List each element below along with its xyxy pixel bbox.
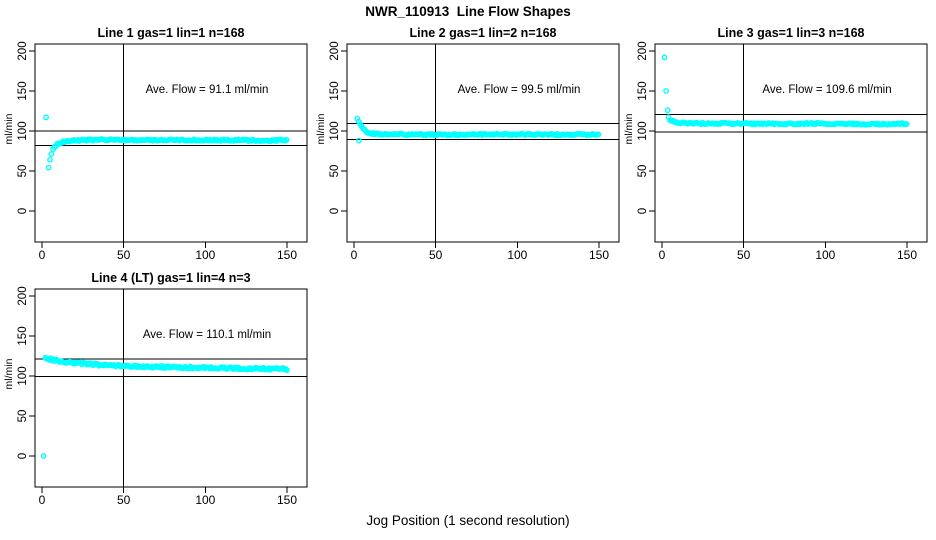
y-tick-label: 200	[17, 286, 29, 305]
x-tick-label: 150	[897, 248, 917, 262]
y-tick-label: 200	[17, 41, 29, 60]
x-tick-label: 0	[659, 248, 666, 262]
main-title: NWR_110913 Line Flow Shapes	[365, 4, 571, 19]
panel-line-2: Line 2 gas=1 lin=2 n=168 0 50 100 150 200 ml/m…	[315, 26, 620, 262]
panel-title: Line 4 (LT) gas=1 lin=4 n=3	[91, 271, 250, 285]
y-axis-unit-label: ml/min	[3, 358, 15, 389]
x-tick-label: 50	[429, 248, 443, 262]
data-point	[284, 367, 290, 374]
y-tick-label: 50	[329, 165, 341, 178]
data-point	[40, 453, 47, 459]
y-tick-label: 0	[17, 453, 29, 459]
y-tick-label: 0	[17, 208, 29, 214]
y-tick-label: 100	[17, 366, 29, 385]
ave-flow-annotation: Ave. Flow = 91.1 ml/min	[146, 84, 269, 96]
plot-frame	[346, 43, 620, 243]
ave-flow-annotation: Ave. Flow = 99.5 ml/min	[458, 84, 581, 96]
x-tick-label: 150	[277, 493, 297, 507]
y-tick-label: 150	[637, 81, 649, 100]
data-point	[45, 164, 52, 171]
y-tick-label: 100	[637, 121, 649, 140]
x-tick-label: 50	[737, 248, 751, 262]
x-tick-label: 100	[195, 493, 215, 507]
data-point	[595, 131, 602, 138]
y-tick-label: 50	[17, 165, 29, 178]
data-point	[283, 136, 290, 143]
y-tick-label: 50	[637, 165, 649, 178]
x-tick-label: 50	[117, 493, 131, 507]
x-tick-label: 0	[39, 493, 46, 507]
x-tick-label: 50	[117, 248, 131, 262]
plot-frame	[654, 43, 928, 243]
data-point	[661, 54, 668, 61]
y-tick-label: 0	[637, 208, 649, 214]
data-point	[356, 137, 362, 144]
ave-flow-annotation: Ave. Flow = 110.1 ml/min	[143, 329, 271, 341]
x-tick-label: 100	[815, 248, 835, 262]
y-axis-unit-label: ml/min	[3, 113, 15, 144]
x-tick-label: 0	[39, 248, 46, 262]
y-tick-label: 150	[17, 81, 29, 100]
y-axis-unit-label: ml/min	[623, 113, 635, 144]
panel-line-3: Line 3 gas=1 lin=3 n=168 0 50 100 150 200 ml/m…	[623, 26, 928, 262]
data-point	[48, 151, 55, 157]
y-tick-label: 0	[329, 208, 341, 214]
panel-title: Line 1 gas=1 lin=1 n=168	[98, 26, 245, 40]
panel-title: Line 2 gas=1 lin=2 n=168	[410, 26, 557, 40]
y-tick-label: 150	[17, 326, 29, 345]
x-tick-label: 100	[507, 248, 527, 262]
x-tick-label: 100	[195, 248, 215, 262]
x-tick-label: 150	[277, 248, 297, 262]
data-point	[47, 156, 53, 163]
panel-line-4: Line 4 (LT) gas=1 lin=4 n=3 0 50 100 150 200 m…	[3, 271, 308, 507]
y-axis-unit-label: ml/min	[315, 113, 327, 144]
x-tick-label: 150	[589, 248, 609, 262]
panel-line-1: Line 1 gas=1 lin=1 n=168 0 50 100 150 200 ml/m…	[3, 26, 308, 262]
data-point	[43, 114, 49, 121]
y-tick-label: 100	[329, 121, 341, 140]
panel-title: Line 3 gas=1 lin=3 n=168	[718, 26, 865, 40]
plot-frame	[34, 43, 308, 243]
x-tick-label: 0	[351, 248, 358, 262]
data-point	[664, 107, 671, 114]
y-tick-label: 200	[637, 41, 649, 60]
data-point	[663, 88, 669, 94]
plot-frame	[34, 288, 308, 488]
y-tick-label: 50	[17, 410, 29, 423]
ave-flow-annotation: Ave. Flow = 109.6 ml/min	[762, 84, 891, 96]
y-tick-label: 150	[329, 81, 341, 100]
data-point	[903, 121, 910, 127]
y-tick-label: 200	[329, 41, 341, 60]
x-axis-label: Jog Position (1 second resolution)	[366, 513, 570, 528]
y-tick-label: 100	[17, 121, 29, 140]
